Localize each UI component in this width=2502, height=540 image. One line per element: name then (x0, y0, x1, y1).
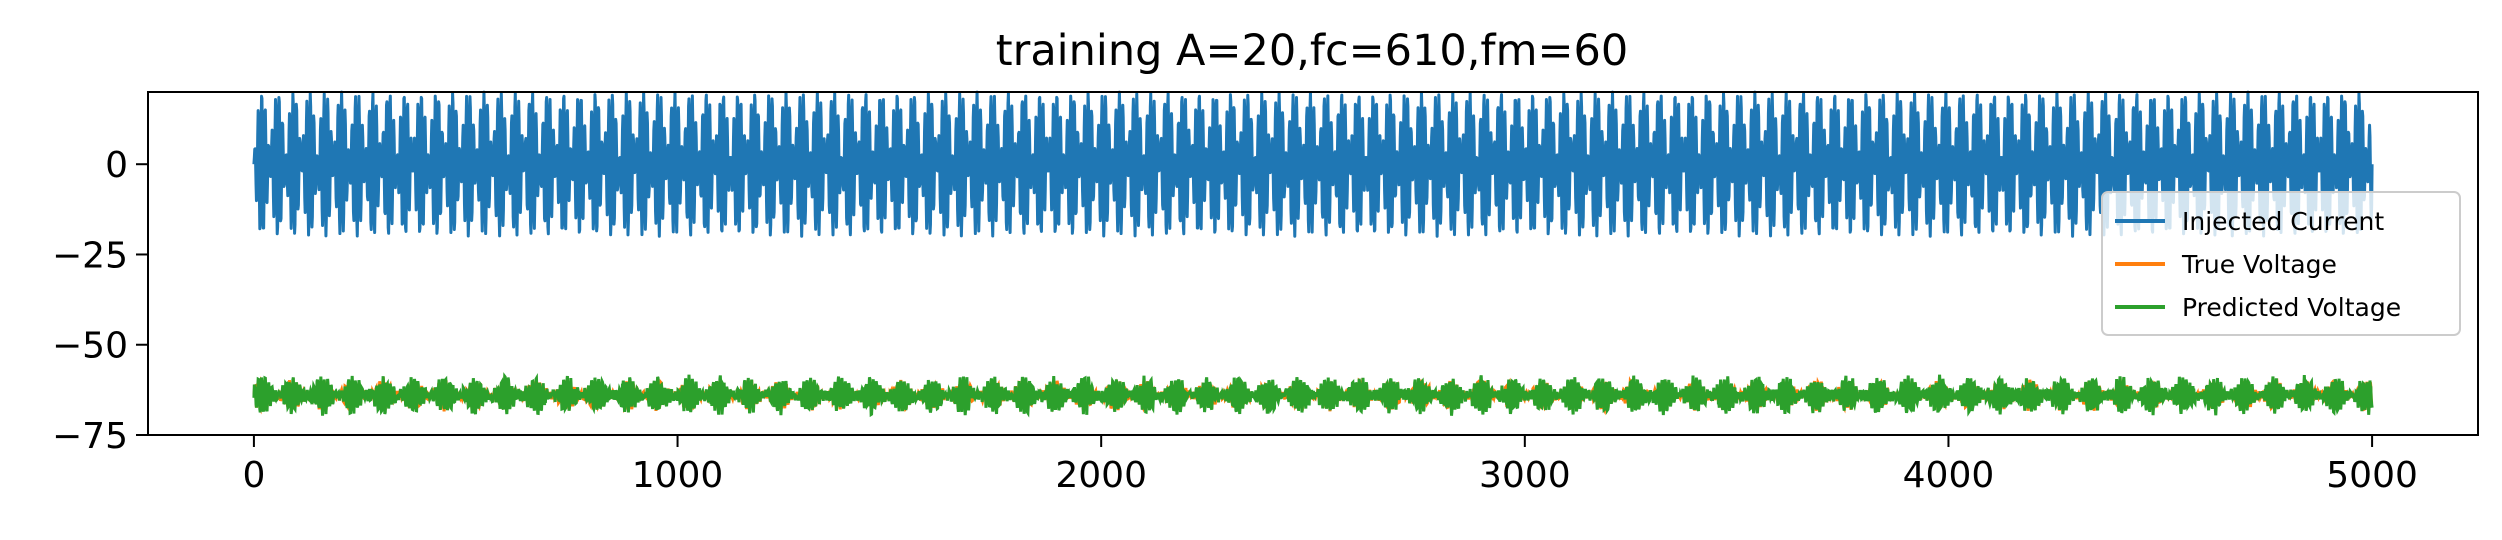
series-line-predicted-voltage (252, 372, 2374, 418)
legend-label-predicted-voltage: Predicted Voltage (2182, 293, 2401, 322)
x-tick-label: 0 (242, 455, 265, 496)
series-layer (252, 90, 2374, 418)
series-line-injected-current (252, 90, 2374, 238)
y-axis: 0 −25 −50 −75 (52, 145, 148, 457)
legend-label-injected-current: Injected Current (2182, 207, 2384, 236)
legend-box (2101, 191, 2461, 336)
axes-frame (147, 91, 2479, 436)
x-tick-label: 1000 (632, 455, 724, 496)
legend-label-true-voltage: True Voltage (2181, 250, 2337, 279)
x-axis: 0 1000 2000 3000 4000 5000 (242, 435, 2418, 496)
y-tick-label: −25 (52, 235, 128, 276)
y-tick-label: −50 (52, 326, 128, 367)
y-tick-label: −75 (52, 416, 128, 457)
x-tick-label: 5000 (2326, 455, 2418, 496)
y-tick-label: 0 (105, 145, 128, 186)
x-tick-label: 4000 (1903, 455, 1995, 496)
x-tick-label: 2000 (1055, 455, 1147, 496)
chart-title: training A=20,fc=610,fm=60 (996, 26, 1628, 76)
legend: Injected Current True Voltage Predicted … (2101, 191, 2461, 336)
x-tick-label: 3000 (1479, 455, 1571, 496)
